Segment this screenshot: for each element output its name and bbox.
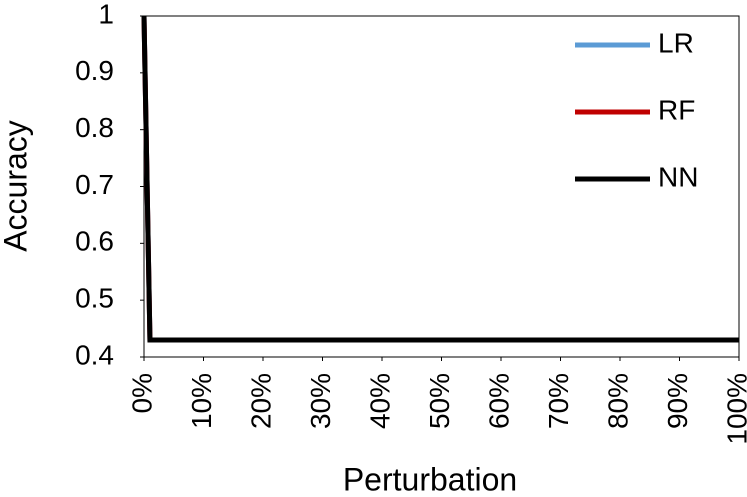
y-tick-label: 0.9	[75, 55, 114, 86]
y-tick-label: 0.7	[75, 169, 114, 200]
y-tick-label: 0.4	[75, 339, 114, 370]
y-axis-title: Accuracy	[0, 120, 33, 252]
x-tick-label: 90%	[662, 373, 693, 429]
x-tick-label: 100%	[721, 373, 747, 445]
series-line	[141, 15, 739, 343]
y-tick-label: 0.8	[75, 112, 114, 143]
x-tick-label: 10%	[186, 373, 217, 429]
legend-label: NN	[658, 161, 698, 192]
x-axis-title: Perturbation	[343, 461, 517, 497]
legend-label: RF	[658, 94, 695, 125]
y-tick-label: 0.5	[75, 283, 114, 314]
x-tick-label: 40%	[364, 373, 395, 429]
x-tick-label: 30%	[305, 373, 336, 429]
x-tick-label: 0%	[126, 373, 157, 413]
x-tick-label: 50%	[424, 373, 455, 429]
plot-area	[143, 15, 740, 358]
y-tick-label: 1	[98, 0, 114, 29]
y-tick-label: 0.6	[75, 226, 114, 257]
x-tick-label: 20%	[245, 373, 276, 429]
x-tick-label: 60%	[483, 373, 514, 429]
x-tick-label: 80%	[602, 373, 633, 429]
x-tick-label: 70%	[543, 373, 574, 429]
legend-label: LR	[658, 27, 694, 58]
